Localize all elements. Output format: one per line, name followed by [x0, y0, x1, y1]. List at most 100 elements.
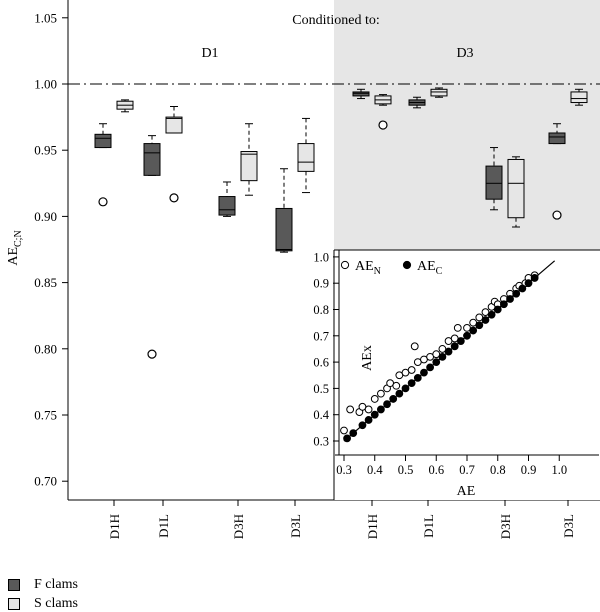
legend-label-s-clams: S clams	[34, 596, 78, 611]
legend-label-f-clams: F clams	[34, 577, 78, 592]
box-iqr	[507, 158, 525, 219]
y-tick-label: 0.90	[34, 209, 57, 224]
inset-point-ae-n	[340, 426, 348, 435]
inset-point-ae-c	[500, 300, 508, 309]
inset-point-ae-c	[370, 410, 379, 419]
x-tick-label: D1H	[107, 514, 122, 539]
inset-legend-label-c: AEC	[417, 259, 443, 277]
inset-y-tick-label: 1.0	[313, 250, 329, 264]
inset-y-tick-label: 0.4	[313, 408, 329, 422]
inset-x-tick-label: 0.5	[398, 463, 414, 477]
box-iqr	[352, 91, 370, 97]
inset-point-ae-n	[410, 342, 419, 351]
inset-x-tick-label: 0.7	[459, 463, 475, 477]
legend-item-s-clams: S clams	[8, 596, 78, 612]
inset-point-ae-c	[493, 305, 502, 314]
y-axis-label-main: AE	[6, 247, 21, 266]
box-f-clams-d1-d3l	[275, 168, 293, 253]
inset-point-ae-c	[444, 347, 453, 356]
inset-point-ae-c	[506, 295, 514, 303]
inset-point-ae-c	[518, 284, 527, 293]
y-tick-label: 0.70	[34, 474, 57, 489]
inset-x-label: AE	[457, 484, 476, 499]
inset-y-label: AEx	[360, 345, 375, 371]
x-tick-label: D3H	[498, 514, 513, 539]
inset-point-ae-c	[389, 395, 398, 403]
inset-legend-label-c-sub: C	[436, 266, 443, 277]
inset-point-ae-c	[469, 326, 478, 335]
panel-label-d1: D1	[201, 46, 218, 61]
box-iqr	[240, 151, 258, 182]
y-axis-ticks: 0.70 0.75 0.80 0.85 0.90 0.95 1.00 1.05	[34, 10, 68, 489]
inset-point-ae-c	[401, 384, 410, 393]
inset-x-tick-label: 0.6	[428, 463, 444, 477]
inset-x-tick-label: 1.0	[551, 463, 567, 477]
box-outlier	[378, 120, 388, 130]
inset-x-tick-label: 0.8	[490, 463, 506, 477]
inset-point-ae-c	[481, 316, 490, 324]
y-axis-label: AEC;N	[6, 230, 24, 265]
x-tick-label: D3L	[288, 514, 303, 538]
inset-point-ae-c	[456, 337, 465, 345]
legend-swatch-f-clams	[8, 579, 20, 591]
box-outlier	[552, 210, 562, 220]
box-plots	[94, 87, 588, 359]
box-f-clams-d3-d1l	[408, 96, 426, 109]
box-f-clams-d3-d3h	[485, 147, 503, 211]
inset-point-ae-n	[392, 381, 401, 390]
y-tick-label: 0.85	[34, 275, 57, 290]
inset-x-tick-label: 0.9	[521, 463, 537, 477]
x-tick-label: D3H	[231, 514, 246, 539]
box-iqr	[165, 116, 183, 134]
x-tick-label: D1L	[421, 514, 436, 538]
x-axis-ticks: D1H D1L D3H D3L D1H D1L D3H D3L	[107, 500, 576, 539]
inset-point-ae-c	[358, 421, 367, 430]
box-iqr	[143, 143, 161, 176]
inset-legend-marker-filled	[402, 260, 412, 270]
inset-point-ae-n	[364, 405, 373, 414]
inset-legend-label-c-main: AE	[417, 259, 436, 274]
inset-point-ae-c	[426, 363, 435, 372]
inset-point-ae-n	[377, 389, 385, 398]
x-tick-label: D1H	[365, 514, 380, 539]
legend-item-f-clams: F clams	[8, 577, 78, 593]
inset-y-tick-label: 0.9	[313, 277, 329, 291]
y-tick-label: 1.00	[34, 77, 57, 92]
inset-point-ae-n	[407, 366, 416, 374]
inset-x-tick-label: 0.4	[367, 463, 383, 477]
inset-point-ae-c	[395, 389, 404, 398]
box-s-clams-d1-d3l	[297, 117, 315, 194]
box-iqr	[275, 207, 293, 252]
inset-scatter: 0.3 0.4 0.5 0.6 0.7 0.8 0.9 1.0 0.3 0.4 0.5 0.6 0.7 0…	[313, 249, 600, 500]
inset-y-tick-label: 0.3	[313, 435, 329, 449]
box-f-clams-d1-d1l	[143, 135, 161, 359]
inset-legend-label-n-main: AE	[355, 259, 374, 274]
inset-points	[340, 260, 556, 443]
box-iqr	[297, 143, 315, 172]
inset-point-ae-c	[413, 373, 422, 382]
box-iqr	[94, 133, 112, 149]
inset-point-ae-c	[364, 416, 373, 424]
inset-point-ae-c	[524, 279, 533, 288]
inset-y-tick-label: 0.8	[313, 303, 329, 317]
chart-title: Conditioned to:	[292, 13, 380, 28]
inset-legend-marker-open	[340, 260, 350, 270]
inset-point-ae-n	[453, 324, 462, 332]
y-tick-label: 0.80	[34, 341, 57, 356]
inset-point-ae-c	[420, 368, 428, 377]
box-s-clams-d3-d1l	[430, 87, 448, 98]
y-tick-label: 1.05	[34, 10, 57, 25]
x-tick-label: D3L	[561, 514, 576, 538]
inset-point-ae-c	[463, 331, 471, 340]
box-outlier	[169, 193, 179, 203]
box-s-clams-d1-d1l	[165, 106, 183, 203]
box-outlier	[147, 349, 157, 359]
box-f-clams-d3-d1h	[352, 88, 370, 100]
inset-point-ae-c	[475, 321, 484, 330]
inset-y-tick-label: 0.6	[313, 356, 329, 370]
box-s-clams-d3-d3l	[570, 88, 588, 106]
inset-point-ae-c	[450, 342, 459, 351]
inset-point-ae-c	[432, 358, 441, 367]
inset-axis-ticks: 0.3 0.4 0.5 0.6 0.7 0.8 0.9 1.0 0.3 0.4 0.5 0.6 0.7 0…	[313, 250, 599, 499]
